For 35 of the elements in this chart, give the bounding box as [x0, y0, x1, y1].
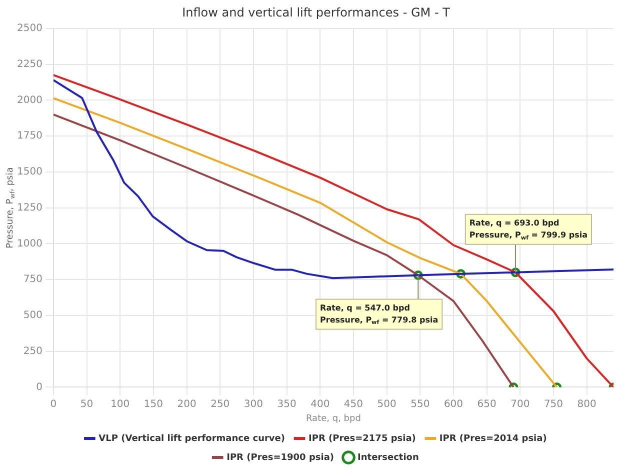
x-tick-label: 750 [544, 398, 564, 410]
y-tick-label: 1250 [16, 202, 42, 214]
y-tick-label: 750 [23, 274, 42, 286]
legend-label: Intersection [358, 452, 419, 463]
legend-label: IPR (Pres=2014 psia) [439, 434, 547, 444]
legend-label: IPR (Pres=2175 psia) [308, 434, 416, 444]
y-tick-label: 2000 [16, 94, 42, 106]
x-tick-label: 250 [210, 398, 230, 410]
y-tick-label: 0 [36, 382, 42, 393]
chart-title: Inflow and vertical lift performances - GM - T [182, 5, 451, 20]
x-tick-label: 200 [177, 398, 196, 410]
x-tick-label: 550 [410, 398, 430, 410]
x-tick-label: 500 [377, 398, 396, 410]
y-tick-label: 1500 [16, 166, 42, 178]
x-tick-label: 400 [310, 398, 330, 410]
x-axis-title: Rate, q, bpd [306, 414, 361, 424]
y-tick-label: 2250 [16, 58, 42, 70]
x-tick-label: 100 [110, 398, 130, 410]
x-tick-label: 350 [277, 398, 296, 410]
y-tick-label: 1750 [16, 130, 42, 142]
y-tick-label: 2500 [16, 22, 42, 34]
x-tick-label: 600 [444, 398, 464, 410]
x-tick-label: 150 [144, 398, 164, 410]
y-tick-label: 500 [23, 310, 42, 322]
x-tick-label: 50 [80, 398, 94, 410]
x-tick-label: 800 [577, 398, 596, 410]
legend-label: IPR (Pres=1900 psia) [226, 452, 334, 463]
legend-label: VLP (Vertical lift performance curve) [98, 434, 285, 444]
x-tick-label: 0 [50, 398, 57, 410]
x-tick-label: 700 [510, 398, 530, 410]
x-tick-label: 650 [477, 398, 496, 410]
x-tick-label: 300 [244, 398, 264, 410]
y-tick-label: 1000 [16, 238, 42, 250]
x-tick-label: 450 [344, 398, 364, 410]
y-tick-label: 250 [23, 346, 42, 357]
